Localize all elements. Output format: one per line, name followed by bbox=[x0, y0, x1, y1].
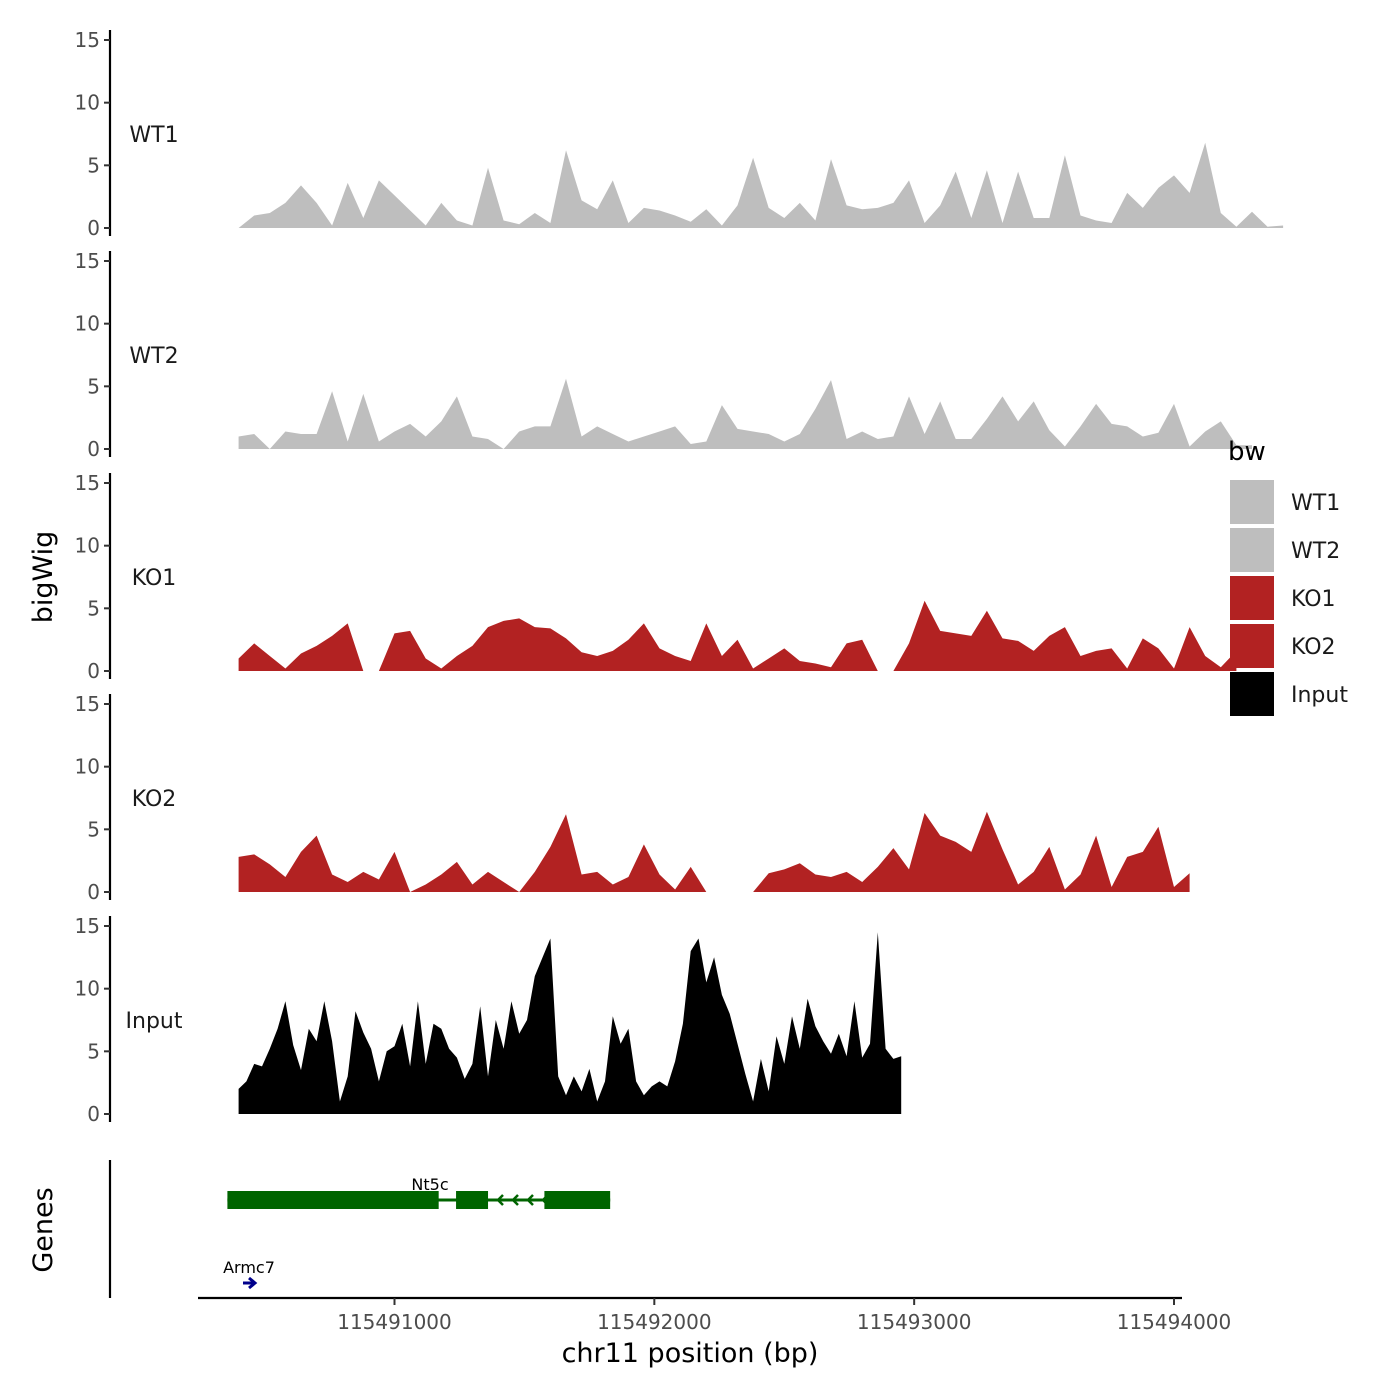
y-tick-label: 0 bbox=[87, 659, 100, 683]
signal-tracks: 0 5 10 15 WT1 0 5 10 15 WT2 0 5 10 15 KO1 0 5 10 15 KO2 0 5 10… bbox=[75, 28, 1284, 1126]
legend-label: WT2 bbox=[1291, 539, 1340, 564]
track-ko2: 0 5 10 15 KO2 bbox=[75, 692, 1190, 904]
x-axis: 115491000 115492000 115493000 115494000 bbox=[198, 1296, 1232, 1334]
y-tick-label: 5 bbox=[87, 596, 100, 620]
x-tick-label: 115492000 bbox=[597, 1310, 712, 1334]
y-tick-label: 0 bbox=[87, 216, 100, 240]
area-wt2 bbox=[238, 378, 1253, 449]
strand-arrow bbox=[248, 1276, 258, 1290]
legend-label: Input bbox=[1291, 683, 1348, 708]
legend-swatch-ko2 bbox=[1230, 624, 1274, 668]
legend-title: bw bbox=[1228, 437, 1266, 467]
y-tick-label: 5 bbox=[87, 153, 100, 177]
y-tick-label: 10 bbox=[75, 755, 100, 779]
strand-chevron bbox=[496, 1194, 504, 1206]
y-tick-label: 5 bbox=[87, 1039, 100, 1063]
genes-axis-title: Genes bbox=[28, 1187, 59, 1272]
track-wt2: 0 5 10 15 WT2 bbox=[75, 249, 1253, 461]
x-tick-label: 115493000 bbox=[857, 1310, 972, 1334]
y-tick-label: 10 bbox=[75, 534, 100, 558]
legend-swatch-input bbox=[1230, 672, 1274, 716]
y-tick-label: 15 bbox=[75, 28, 100, 52]
gene-label: Nt5c bbox=[411, 1175, 448, 1194]
area-ko1 bbox=[238, 600, 1237, 671]
legend-swatch-wt1 bbox=[1230, 480, 1274, 524]
genes-panel: Nt5c Armc7 bbox=[108, 1160, 611, 1298]
strand-chevron bbox=[541, 1194, 549, 1206]
track-label: KO1 bbox=[132, 566, 177, 591]
y-tick-label: 10 bbox=[75, 977, 100, 1001]
gene-exon bbox=[456, 1191, 489, 1209]
y-axis-title: bigWig bbox=[28, 531, 59, 624]
y-tick-label: 10 bbox=[75, 312, 100, 336]
area-ko2 bbox=[238, 811, 1190, 892]
strand-chevron bbox=[511, 1194, 519, 1206]
area-input bbox=[238, 932, 902, 1114]
track-input: 0 5 10 15 Input bbox=[75, 914, 902, 1126]
y-tick-label: 5 bbox=[87, 374, 100, 398]
track-ko1: 0 5 10 15 KO1 bbox=[75, 471, 1237, 683]
strand-chevron bbox=[526, 1194, 534, 1206]
area-wt1 bbox=[238, 142, 1284, 228]
gene-exon bbox=[544, 1191, 611, 1209]
legend-label: KO1 bbox=[1291, 587, 1336, 612]
gene-armc7: Armc7 bbox=[223, 1258, 275, 1290]
track-wt1: 0 5 10 15 WT1 bbox=[75, 28, 1284, 240]
y-tick-label: 15 bbox=[75, 914, 100, 938]
y-tick-label: 15 bbox=[75, 471, 100, 495]
gene-exon bbox=[227, 1191, 439, 1209]
y-tick-label: 0 bbox=[87, 437, 100, 461]
y-tick-label: 10 bbox=[75, 91, 100, 115]
legend-swatch-wt2 bbox=[1230, 528, 1274, 572]
x-tick-label: 115494000 bbox=[1117, 1310, 1232, 1334]
y-tick-label: 0 bbox=[87, 1102, 100, 1126]
track-label: KO2 bbox=[132, 787, 177, 812]
gene-nt5c: Nt5c bbox=[227, 1175, 611, 1209]
legend-swatch-ko1 bbox=[1230, 576, 1274, 620]
track-label: WT1 bbox=[129, 123, 178, 148]
legend: bw WT1 WT2 KO1 KO2 Input bbox=[1228, 437, 1348, 716]
y-tick-label: 15 bbox=[75, 692, 100, 716]
y-tick-label: 0 bbox=[87, 880, 100, 904]
track-label: WT2 bbox=[129, 344, 178, 369]
gene-label: Armc7 bbox=[223, 1258, 275, 1277]
legend-label: WT1 bbox=[1291, 491, 1340, 516]
x-tick-label: 115491000 bbox=[337, 1310, 452, 1334]
legend-label: KO2 bbox=[1291, 635, 1336, 660]
track-label: Input bbox=[126, 1009, 183, 1034]
y-tick-label: 5 bbox=[87, 817, 100, 841]
x-axis-title: chr11 position (bp) bbox=[562, 1338, 819, 1369]
y-tick-label: 15 bbox=[75, 249, 100, 273]
